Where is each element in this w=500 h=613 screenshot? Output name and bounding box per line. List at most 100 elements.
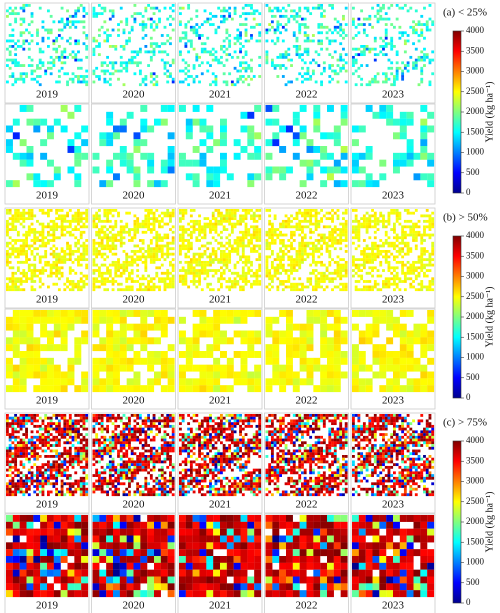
map-pixel [68, 441, 72, 445]
map-pixel [14, 414, 18, 417]
map-pixel [27, 263, 31, 267]
map-pixel [138, 61, 142, 65]
map-pixel [309, 252, 313, 256]
map-pixel [309, 209, 313, 212]
map-pixel [189, 39, 193, 43]
map-pixel [60, 28, 64, 32]
map-pixel [136, 217, 140, 221]
map-pixel [423, 285, 426, 289]
map-pixel [82, 479, 86, 483]
map-pixel [60, 53, 64, 57]
map-pixel [198, 280, 201, 283]
map-pixel [22, 219, 26, 223]
map-pixel [317, 277, 321, 281]
map-pixel [57, 258, 61, 262]
map-pixel [228, 6, 232, 10]
map-pixel [14, 42, 18, 46]
map-pixel [213, 166, 221, 174]
map-pixel [420, 260, 424, 264]
map-pixel [11, 274, 15, 278]
map-pixel [244, 280, 248, 283]
map-pixel [268, 255, 272, 259]
map-pixel [6, 427, 9, 431]
map-pixel [36, 414, 39, 417]
map-pixel [395, 236, 399, 240]
map-pixel [63, 233, 67, 237]
map-pixel [265, 61, 269, 65]
map-pixel [428, 236, 432, 240]
map-pixel [181, 31, 185, 35]
map-pixel [255, 39, 259, 43]
panel-label: 2019 [36, 294, 59, 306]
map-pixel [100, 12, 104, 16]
map-pixel [368, 280, 372, 283]
map-pixel [184, 34, 188, 37]
map-pixel [225, 31, 229, 35]
map-pixel [179, 159, 186, 167]
map-pixel [184, 282, 188, 286]
map-pixel [14, 241, 18, 245]
map-pixel [241, 12, 245, 16]
map-pixel [147, 323, 155, 331]
map-pixel [38, 239, 42, 242]
map-pixel [401, 269, 405, 272]
map-pixel [71, 285, 75, 289]
map-pixel [409, 277, 413, 281]
map-pixel [309, 277, 313, 281]
map-pixel [314, 209, 318, 212]
map-pixel [160, 217, 164, 221]
map-pixel [371, 258, 374, 262]
map-pixel [38, 482, 42, 486]
map-pixel [420, 371, 428, 379]
map-pixel [155, 6, 159, 10]
map-pixel [222, 6, 226, 10]
map-pixel [44, 252, 48, 256]
map-pixel [77, 39, 80, 43]
map-pixel [141, 23, 145, 26]
map-pixel [431, 211, 435, 215]
map-pixel [352, 125, 359, 133]
map-pixel [376, 9, 380, 13]
map-pixel [420, 34, 424, 37]
map-pixel [371, 260, 374, 264]
map-pixel [26, 173, 34, 181]
map-pixel [181, 269, 185, 272]
map-pixel [226, 357, 234, 365]
map-pixel [49, 419, 53, 423]
map-pixel [33, 255, 37, 259]
map-pixel [393, 209, 396, 212]
map-pixel [325, 31, 329, 35]
map-pixel [214, 250, 218, 253]
map-pixel [11, 61, 15, 65]
map-pixel [258, 55, 262, 59]
map-pixel [19, 424, 23, 428]
map-pixel [179, 36, 182, 40]
map-pixel [403, 4, 407, 7]
map-pixel [209, 263, 212, 267]
map-pixel [111, 64, 115, 67]
map-pixel [11, 482, 15, 486]
map-pixel [298, 28, 302, 32]
map-pixel [95, 269, 99, 272]
map-pixel [158, 239, 161, 242]
map-pixel [187, 239, 191, 242]
map-pixel [114, 45, 118, 48]
map-pixel [360, 45, 364, 48]
map-pixel [192, 77, 196, 81]
map-pixel [8, 34, 12, 37]
map-pixel [314, 222, 318, 226]
map-pixel [92, 371, 100, 379]
map-pixel [352, 219, 355, 223]
map-pixel [14, 80, 18, 84]
map-pixel [160, 323, 168, 331]
map-pixel [152, 247, 156, 251]
map-pixel [30, 465, 34, 469]
map-pixel [19, 414, 23, 417]
map-pixel [22, 6, 26, 10]
map-pixel [362, 252, 366, 256]
map-pixel [77, 6, 80, 10]
map-pixel [250, 225, 253, 229]
map-pixel [247, 269, 251, 272]
map-pixel [373, 266, 377, 270]
map-pixel [239, 47, 242, 51]
